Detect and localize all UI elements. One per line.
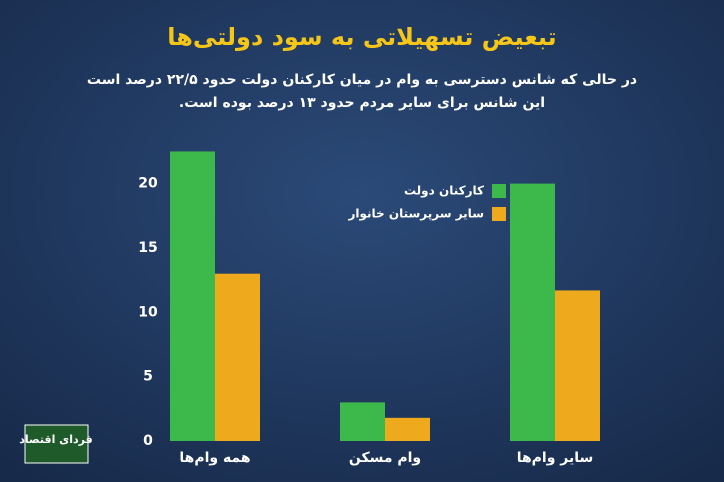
subtitle: این شانس برای سایر مردم حدود ۱۳ درصد بود…: [179, 95, 545, 111]
y-tick-label: 20: [138, 176, 158, 192]
x-tick-label: همه وام‌ها: [179, 450, 250, 466]
y-tick-label: 5: [143, 369, 153, 385]
y-tick-label: 0: [143, 433, 153, 449]
y-tick-label: 10: [138, 304, 158, 320]
chart-title: تبعیض تسهیلاتی به سود دولتی‌ها: [167, 23, 556, 51]
bar: [385, 417, 430, 441]
bar: [215, 273, 260, 441]
bar: [170, 151, 215, 441]
legend-label: سایر سرپرستان خانوار: [347, 207, 484, 222]
legend-label: کارکنان دولت: [404, 184, 484, 199]
logo-box: [24, 424, 89, 464]
legend-swatch: [492, 207, 506, 221]
x-tick-label: سایر وام‌ها: [517, 450, 594, 466]
legend-swatch: [492, 184, 506, 198]
bar: [555, 290, 600, 441]
x-tick-label: وام مسکن: [349, 450, 421, 466]
bar: [510, 183, 555, 441]
bar: [340, 402, 385, 441]
logo: فردای اقتصاد: [19, 433, 92, 446]
subtitle: در حالی که شانس دسترسی به وام در میان کا…: [87, 72, 637, 88]
y-tick-label: 15: [138, 240, 157, 256]
